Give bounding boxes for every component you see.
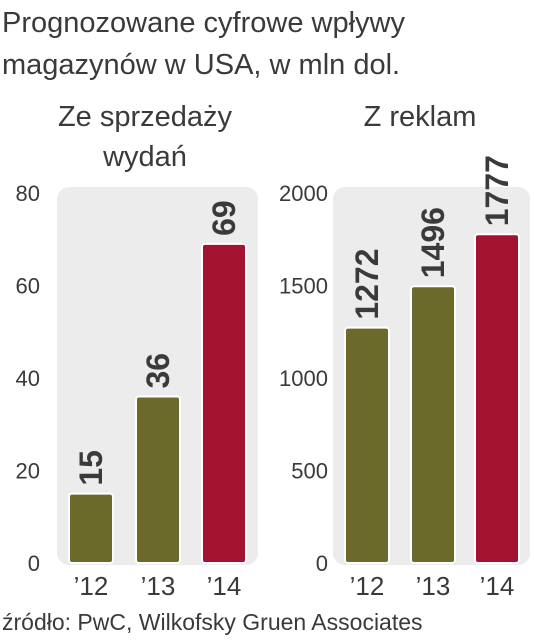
subtitle: Z reklam xyxy=(364,101,477,133)
bar xyxy=(474,233,520,564)
subtitle: Ze sprzedaży xyxy=(58,101,233,133)
x-tick-label: ’14 xyxy=(480,571,515,601)
y-tick-label: 20 xyxy=(16,459,40,484)
value-label: 36 xyxy=(140,353,176,389)
subtitle: wydań xyxy=(102,141,187,173)
value-label: 1777 xyxy=(479,155,515,226)
bar xyxy=(344,326,390,564)
value-label: 1272 xyxy=(349,248,385,319)
value-label: 1496 xyxy=(415,207,451,278)
x-tick-label: ’13 xyxy=(416,571,451,601)
y-tick-label: 40 xyxy=(16,366,40,391)
x-tick-label: ’13 xyxy=(141,571,176,601)
bar xyxy=(410,285,456,564)
x-tick-label: ’12 xyxy=(74,571,109,601)
y-tick-label: 80 xyxy=(16,181,40,206)
value-label: 15 xyxy=(73,450,109,486)
y-tick-label: 1000 xyxy=(279,366,328,391)
x-tick-label: ’12 xyxy=(350,571,385,601)
bar xyxy=(135,395,181,564)
source: źródło: PwC, Wilkofsky Gruen Associates xyxy=(2,609,423,635)
y-tick-label: 0 xyxy=(316,551,328,576)
title-line: magazynów w USA, w mln dol. xyxy=(2,49,400,81)
value-label: 69 xyxy=(206,200,242,236)
bar xyxy=(201,242,247,564)
y-tick-label: 1500 xyxy=(279,274,328,299)
y-tick-label: 2000 xyxy=(279,181,328,206)
y-tick-label: 0 xyxy=(28,551,40,576)
y-tick-label: 500 xyxy=(291,459,328,484)
bar xyxy=(68,492,114,564)
title-line: Prognozowane cyfrowe wpływy xyxy=(2,7,405,39)
x-tick-label: ’14 xyxy=(207,571,242,601)
y-tick-label: 60 xyxy=(16,274,40,299)
